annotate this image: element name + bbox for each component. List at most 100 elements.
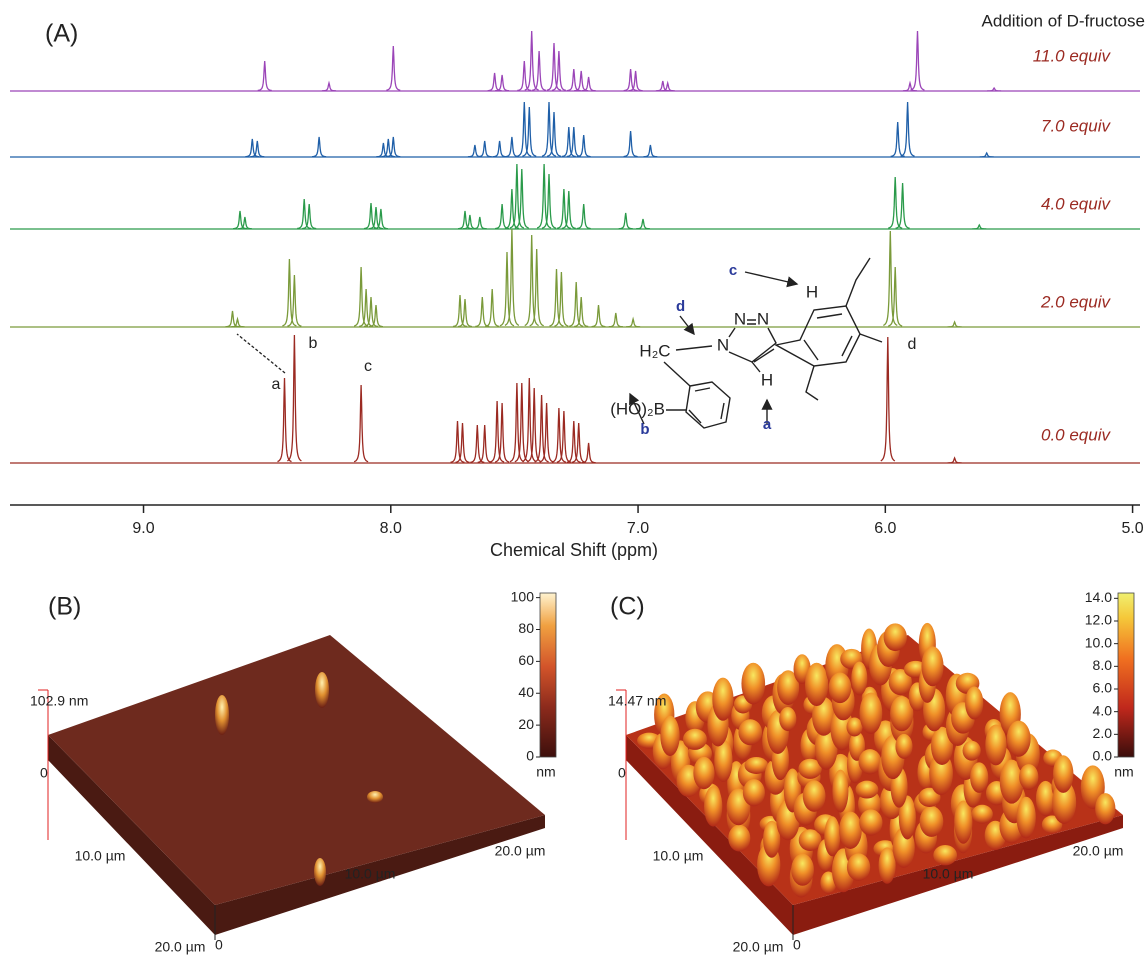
peak <box>354 385 368 462</box>
peak <box>980 153 994 157</box>
peak <box>238 217 252 229</box>
structure-label: N <box>717 335 729 354</box>
x-tick-label: 9.0 <box>132 520 154 537</box>
peak <box>312 137 326 157</box>
peak <box>626 319 640 327</box>
legend-label: 7.0 equiv <box>1041 116 1111 135</box>
axis-label: 0 <box>215 937 223 953</box>
structure-label: d <box>676 298 685 315</box>
surface-feature <box>851 662 867 696</box>
surface-feature <box>367 791 383 803</box>
surface-feature <box>963 741 981 761</box>
peak <box>478 141 492 157</box>
surface-feature <box>847 853 870 881</box>
axis-label: 20.0 µm <box>733 939 784 955</box>
peak <box>475 297 489 327</box>
surface-feature <box>832 770 848 813</box>
annotation: Addition of D-fructose <box>982 11 1145 30</box>
structure-label: H <box>806 282 818 301</box>
peak <box>287 335 301 461</box>
peak <box>500 252 514 326</box>
peak <box>592 305 606 327</box>
peak <box>881 337 895 461</box>
structure-label: b <box>640 421 649 438</box>
axis-label: 20.0 µm <box>155 939 206 955</box>
axis-label: 10.0 µm <box>923 866 974 882</box>
surface-feature <box>860 693 883 734</box>
peak-label: a <box>272 376 281 393</box>
legend-label: 11.0 equiv <box>1033 46 1112 65</box>
axis-label: 20.0 µm <box>1073 843 1124 859</box>
peak <box>577 204 591 229</box>
surface-feature <box>1095 793 1115 824</box>
peak <box>624 131 638 157</box>
structure-label: N <box>734 309 746 328</box>
surface-feature <box>728 825 750 852</box>
surface-feature <box>884 623 907 651</box>
axis-label: 10.0 µm <box>653 848 704 864</box>
surface-feature <box>856 781 879 799</box>
structure-label: H <box>761 370 773 389</box>
colorbar-tick-label: 2.0 <box>1093 725 1113 741</box>
peak <box>505 189 519 228</box>
surface-feature <box>846 717 862 736</box>
surface-feature <box>920 806 944 837</box>
spectrum <box>10 164 1140 229</box>
peak <box>473 217 487 229</box>
surface-feature <box>712 678 733 721</box>
peak <box>468 145 482 157</box>
colorbar-unit: nm <box>536 764 555 780</box>
colorbar-tick-label: 20 <box>518 716 534 732</box>
peak <box>463 215 477 229</box>
surface-feature <box>829 673 852 704</box>
peak <box>505 229 519 325</box>
colorbar-tick-label: 60 <box>518 652 534 668</box>
peak <box>948 322 962 327</box>
peak <box>577 135 591 157</box>
peak <box>574 297 588 327</box>
surface-feature <box>839 812 862 849</box>
peak <box>888 267 902 326</box>
peak <box>322 83 336 91</box>
spectrum <box>10 335 1140 463</box>
surface-feature <box>779 707 796 731</box>
z-origin: 0 <box>618 765 626 781</box>
axis-label: 10.0 µm <box>345 866 396 882</box>
colorbar <box>540 593 556 757</box>
legend-label: 0.0 equiv <box>1041 425 1111 444</box>
surface-feature <box>1019 764 1038 790</box>
colorbar-tick-label: 80 <box>518 620 534 636</box>
peak <box>376 143 390 157</box>
surface-feature <box>921 646 943 686</box>
x-tick-label: 5.0 <box>1121 520 1143 537</box>
surface-feature <box>791 854 814 886</box>
colorbar-tick-label: 8.0 <box>1093 657 1113 673</box>
colorbar-tick-label: 10.0 <box>1085 634 1112 650</box>
surface-feature <box>660 716 679 756</box>
surface-feature <box>704 786 722 827</box>
surface-feature <box>803 780 826 812</box>
peak <box>525 235 539 326</box>
peak <box>495 204 509 229</box>
peak <box>537 164 551 228</box>
peak <box>493 141 507 157</box>
colorbar-tick-label: 0.0 <box>1093 748 1113 764</box>
peak <box>231 319 245 327</box>
surface-feature <box>933 845 957 865</box>
panel-label: (A) <box>45 20 78 48</box>
z-label: 14.47 nm <box>608 693 666 709</box>
surface-feature <box>741 663 765 705</box>
surface-feature <box>1053 755 1073 793</box>
surface-feature <box>743 779 765 806</box>
surface-feature <box>824 816 840 856</box>
axis-label: 20.0 µm <box>495 843 546 859</box>
spectrum <box>10 102 1140 157</box>
surface-feature <box>859 749 882 774</box>
peak <box>359 289 373 326</box>
colorbar-tick-label: 6.0 <box>1093 680 1113 696</box>
peak <box>364 203 378 229</box>
colorbar-unit: nm <box>1114 764 1133 780</box>
colorbar-tick-label: 4.0 <box>1093 702 1113 718</box>
colorbar-tick-label: 100 <box>511 588 535 604</box>
structure-label: c <box>729 262 737 279</box>
